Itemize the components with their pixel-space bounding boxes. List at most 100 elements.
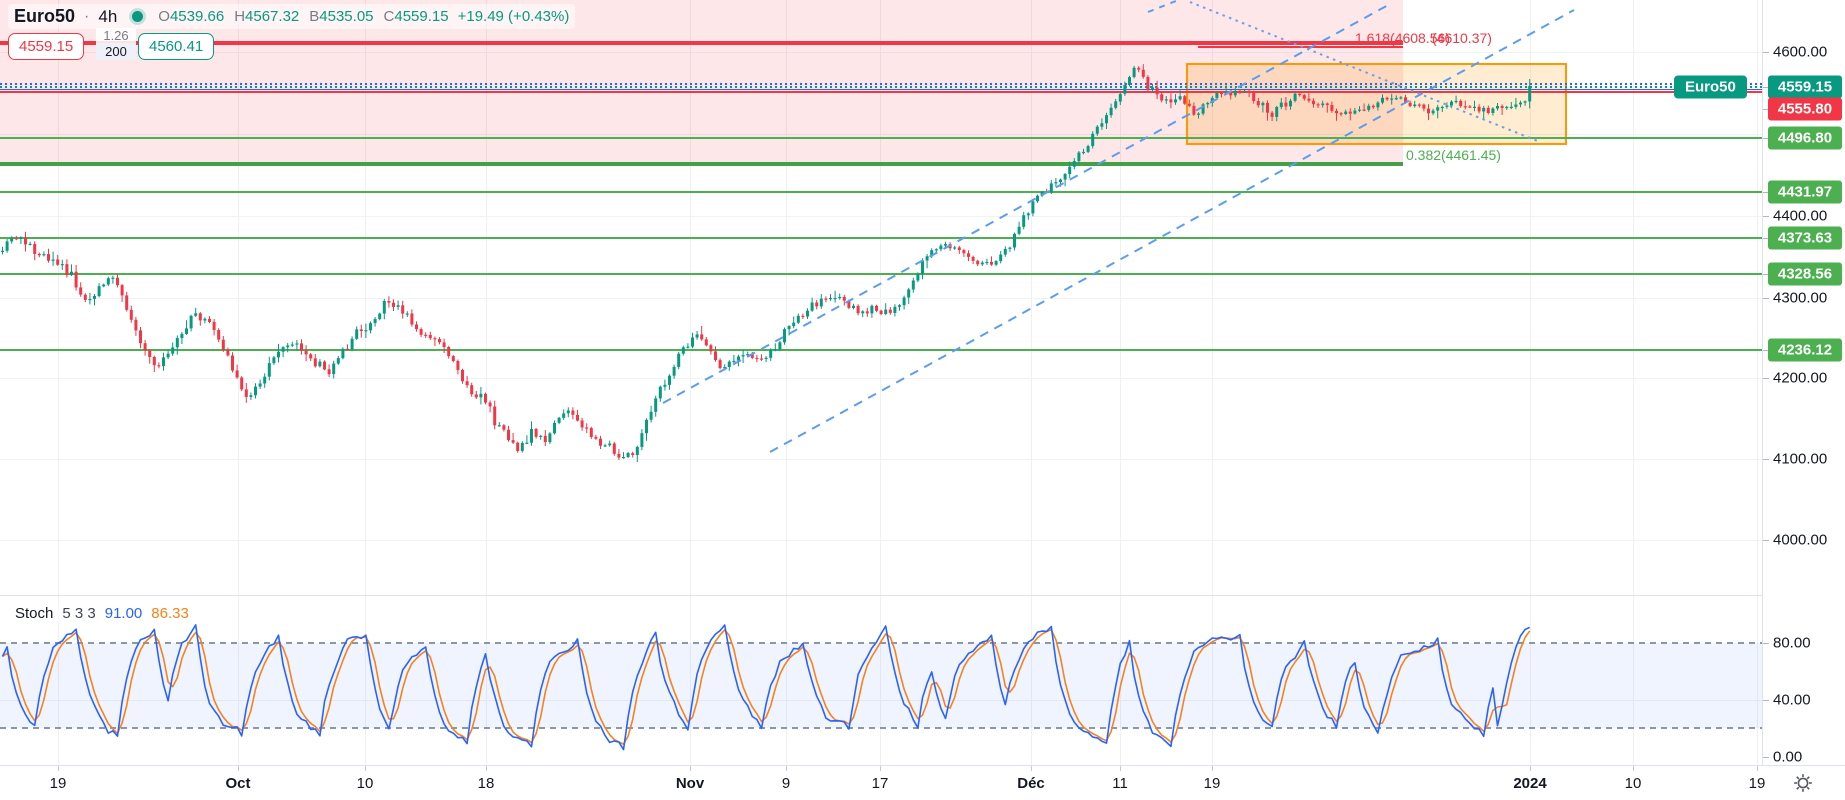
pane-separator[interactable] bbox=[0, 595, 1845, 596]
ratio-box[interactable]: 1.26 200 bbox=[96, 28, 136, 60]
gridline-vertical bbox=[1757, 0, 1758, 765]
legend-separator: · bbox=[84, 7, 90, 25]
price-scale[interactable]: 4600.00 4400.00 4300.00 4200.00 4100.00 4000.… bbox=[1762, 0, 1845, 766]
candle bbox=[300, 343, 303, 351]
candle bbox=[534, 429, 538, 437]
candle bbox=[1146, 76, 1150, 90]
candle bbox=[1114, 101, 1118, 108]
support-line-4431[interactable] bbox=[0, 191, 1762, 193]
candle bbox=[1514, 104, 1518, 107]
teal-line-price-box[interactable]: 4560.41 bbox=[138, 33, 215, 60]
candle bbox=[1091, 133, 1095, 147]
candle bbox=[180, 333, 184, 339]
candle bbox=[879, 310, 883, 314]
candle bbox=[663, 384, 667, 387]
candle bbox=[226, 349, 230, 356]
fib-0382-line[interactable] bbox=[0, 162, 1403, 166]
stochastic-canvas[interactable] bbox=[0, 596, 1762, 765]
candle bbox=[359, 329, 363, 331]
candle bbox=[580, 420, 584, 428]
interval-label[interactable]: 4h bbox=[98, 6, 118, 26]
channel-lower-dashed[interactable] bbox=[769, 9, 1575, 453]
candle bbox=[622, 457, 625, 459]
fib-extension-label[interactable]: 1.618(4608.56) bbox=[1355, 30, 1450, 46]
candle bbox=[175, 338, 179, 348]
candle bbox=[967, 253, 970, 257]
candle bbox=[1505, 106, 1509, 109]
support-line-4496[interactable] bbox=[0, 137, 1762, 139]
candle bbox=[1496, 106, 1499, 109]
fib-1618-line[interactable] bbox=[0, 41, 1403, 45]
candle bbox=[792, 322, 796, 327]
candle bbox=[1431, 110, 1435, 114]
candle bbox=[1528, 86, 1532, 102]
support-line-4236[interactable] bbox=[0, 349, 1762, 351]
gridline-vertical bbox=[786, 0, 787, 765]
blue-line-4560[interactable] bbox=[0, 88, 1762, 91]
fib-extension-label-2[interactable]: (4610.37) bbox=[1432, 30, 1492, 46]
candle bbox=[1238, 90, 1242, 93]
candle bbox=[1022, 215, 1026, 227]
candle bbox=[83, 294, 87, 300]
axis-settings-gear-icon[interactable] bbox=[1790, 771, 1816, 795]
gridline-vertical bbox=[486, 0, 487, 765]
candle bbox=[313, 358, 317, 367]
blue-dotted-line[interactable] bbox=[0, 83, 1762, 85]
time-scale[interactable]: 19 Oct 10 18 Nov 9 17 Déc 11 19 2024 10 19 bbox=[0, 765, 1845, 800]
price-axis-tick bbox=[1763, 87, 1769, 88]
candle bbox=[649, 411, 653, 420]
candle bbox=[19, 237, 23, 239]
time-axis-label: Déc bbox=[1017, 775, 1045, 792]
candle bbox=[691, 337, 694, 347]
candle bbox=[829, 298, 832, 300]
candle bbox=[42, 254, 46, 256]
red-alert-line-4555[interactable] bbox=[0, 90, 1762, 93]
price-badge: 4555.80 bbox=[1768, 97, 1842, 121]
candle bbox=[74, 271, 78, 288]
candle bbox=[28, 243, 32, 246]
candle bbox=[1233, 90, 1237, 96]
candle bbox=[1312, 100, 1315, 105]
candle bbox=[856, 305, 860, 314]
candle bbox=[79, 287, 83, 295]
dashed-tip[interactable] bbox=[1147, 0, 1177, 13]
gridline-vertical bbox=[58, 0, 59, 765]
ohlc-values: O4539.66 H4567.32 B4535.05 C4559.15 bbox=[158, 8, 448, 25]
candle bbox=[732, 360, 736, 363]
candlestick-chart-canvas[interactable] bbox=[0, 0, 1762, 595]
stochastic-legend[interactable]: Stoch 5 3 3 91.00 86.33 bbox=[10, 604, 194, 623]
last-price-line[interactable] bbox=[0, 86, 1762, 88]
candle bbox=[1486, 107, 1490, 113]
red-line-price-box[interactable]: 4559.15 bbox=[8, 33, 85, 60]
price-badge: 4496.80 bbox=[1768, 126, 1842, 150]
time-axis-label: 17 bbox=[871, 775, 889, 792]
candle bbox=[134, 319, 138, 331]
candle bbox=[447, 347, 451, 357]
support-line-4328[interactable] bbox=[0, 273, 1762, 275]
time-axis-tick bbox=[1120, 766, 1121, 771]
wedge-dotted-line[interactable] bbox=[1189, 1, 1541, 143]
candle bbox=[1358, 109, 1361, 111]
candle bbox=[847, 300, 851, 308]
candle bbox=[97, 286, 101, 296]
candle bbox=[953, 247, 957, 249]
fib-retracement-label[interactable]: 0.382(4461.45) bbox=[1406, 147, 1501, 163]
symbol-title[interactable]: Euro50 bbox=[14, 6, 76, 26]
candle bbox=[626, 453, 630, 457]
candle bbox=[410, 313, 414, 325]
price-badge: 4373.63 bbox=[1768, 226, 1842, 250]
candle bbox=[562, 413, 566, 418]
gridline-vertical bbox=[1212, 0, 1213, 765]
support-line-4373[interactable] bbox=[0, 237, 1762, 239]
channel-upper-dashed[interactable] bbox=[662, 3, 1391, 404]
candle bbox=[1086, 146, 1090, 152]
candle bbox=[1454, 100, 1458, 103]
candle bbox=[1197, 113, 1200, 115]
candle bbox=[1082, 151, 1085, 154]
time-axis-label: 19 bbox=[1203, 775, 1221, 792]
ohlc-item: B4535.05 bbox=[309, 8, 374, 25]
stoch-lower-band-line[interactable] bbox=[0, 727, 1762, 729]
candle bbox=[612, 443, 616, 454]
candle bbox=[433, 338, 437, 340]
